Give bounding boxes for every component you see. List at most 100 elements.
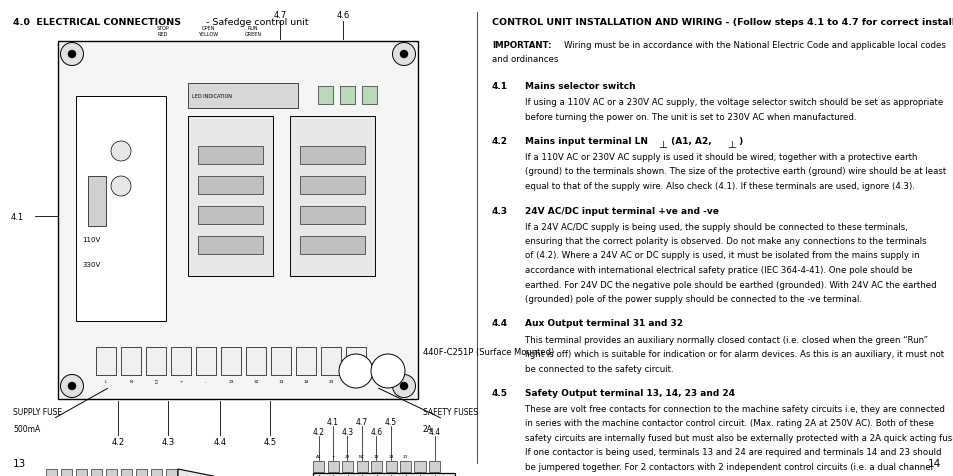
- Bar: [166, 469, 177, 476]
- Bar: [61, 469, 71, 476]
- Bar: [327, 461, 338, 472]
- Circle shape: [392, 375, 416, 397]
- Text: 4.2: 4.2: [492, 137, 507, 146]
- Bar: [188, 84, 297, 109]
- Text: light is off) which is suitable for indication or for alarm devices. As this is : light is off) which is suitable for indi…: [524, 349, 943, 358]
- Bar: [339, 87, 355, 105]
- Text: 4.7: 4.7: [274, 11, 286, 20]
- Text: 4.1: 4.1: [11, 212, 24, 221]
- Bar: [136, 469, 147, 476]
- Text: 4.2: 4.2: [112, 437, 125, 446]
- Bar: [361, 87, 376, 105]
- Bar: [198, 237, 263, 255]
- Bar: [151, 469, 162, 476]
- Bar: [76, 469, 87, 476]
- Text: 110V: 110V: [82, 237, 100, 242]
- Text: Safety Output terminal 13, 14, 23 and 24: Safety Output terminal 13, 14, 23 and 24: [524, 388, 734, 397]
- Bar: [46, 469, 57, 476]
- Bar: [313, 461, 324, 472]
- Bar: [313, 473, 455, 476]
- Text: ): ): [736, 137, 743, 146]
- Circle shape: [68, 51, 76, 59]
- Bar: [198, 147, 263, 165]
- Text: 4.5: 4.5: [263, 437, 276, 446]
- Bar: [317, 87, 333, 105]
- Text: These are volt free contacts for connection to the machine safety circuits i.e, : These are volt free contacts for connect…: [524, 404, 943, 413]
- Text: 4.6: 4.6: [336, 11, 349, 20]
- Text: 4.7: 4.7: [355, 417, 368, 426]
- Text: $\bot$: $\bot$: [656, 138, 668, 149]
- Text: (ground) to the terminals shown. The size of the protective earth (ground) wire : (ground) to the terminals shown. The siz…: [524, 167, 945, 176]
- Text: A1: A1: [315, 454, 321, 458]
- Text: 4.4: 4.4: [492, 319, 508, 328]
- Bar: [91, 469, 102, 476]
- Bar: [58, 42, 417, 399]
- Bar: [290, 117, 375, 277]
- Circle shape: [399, 382, 408, 390]
- Polygon shape: [178, 469, 237, 476]
- Bar: [299, 147, 365, 165]
- Text: +: +: [331, 454, 335, 458]
- Text: 4.1: 4.1: [492, 82, 507, 91]
- Circle shape: [392, 43, 416, 66]
- Text: 4.3: 4.3: [161, 437, 174, 446]
- Text: 23: 23: [328, 379, 334, 383]
- Text: 4.0  ELECTRICAL CONNECTIONS: 4.0 ELECTRICAL CONNECTIONS: [13, 18, 181, 27]
- Text: 2A: 2A: [422, 424, 433, 433]
- Circle shape: [60, 43, 84, 66]
- Text: 23: 23: [344, 454, 350, 458]
- Text: This terminal provides an auxiliary normally closed contact (i.e. closed when th: This terminal provides an auxiliary norm…: [524, 335, 927, 344]
- Bar: [121, 347, 141, 375]
- Circle shape: [371, 354, 405, 388]
- Bar: [341, 461, 353, 472]
- Text: If a 24V AC/DC supply is being used, the supply should be connected to these ter: If a 24V AC/DC supply is being used, the…: [524, 222, 907, 231]
- Text: Mains input terminal LN: Mains input terminal LN: [524, 137, 647, 146]
- Text: 13: 13: [374, 454, 379, 458]
- Text: in series with the machine contactor control circuit. (Max. rating 2A at 250V AC: in series with the machine contactor con…: [524, 418, 933, 427]
- Text: of (4.2). Where a 24V AC or DC supply is used, it must be isolated from the main: of (4.2). Where a 24V AC or DC supply is…: [524, 251, 919, 260]
- Bar: [96, 347, 116, 375]
- Bar: [188, 117, 273, 277]
- Text: 23: 23: [228, 379, 233, 383]
- Bar: [88, 177, 106, 227]
- Circle shape: [399, 51, 408, 59]
- Circle shape: [60, 375, 84, 397]
- Text: 24: 24: [353, 379, 358, 383]
- Text: 4.6: 4.6: [370, 427, 382, 436]
- Text: RUN
GREEN: RUN GREEN: [244, 26, 261, 37]
- Bar: [299, 177, 365, 195]
- Text: L: L: [105, 379, 107, 383]
- Bar: [271, 347, 291, 375]
- Text: 13: 13: [278, 379, 283, 383]
- Text: 14: 14: [926, 458, 940, 468]
- Text: 14: 14: [303, 379, 309, 383]
- Text: 4.5: 4.5: [384, 417, 396, 426]
- Text: 23: 23: [388, 454, 394, 458]
- Text: ⏚: ⏚: [154, 379, 157, 383]
- Text: 4.4: 4.4: [428, 427, 440, 436]
- Bar: [320, 347, 340, 375]
- Circle shape: [68, 382, 76, 390]
- Bar: [246, 347, 266, 375]
- Bar: [295, 347, 315, 375]
- Text: 4.5: 4.5: [492, 388, 507, 397]
- Bar: [299, 207, 365, 225]
- Bar: [198, 207, 263, 225]
- Text: SUPPLY FUSE: SUPPLY FUSE: [13, 407, 62, 416]
- Circle shape: [338, 354, 373, 388]
- Bar: [299, 237, 365, 255]
- Bar: [76, 97, 166, 321]
- Text: earthed. For 24V DC the negative pole should be earthed (grounded). With 24V AC : earthed. For 24V DC the negative pole sh…: [524, 280, 936, 289]
- Text: Mains selector switch: Mains selector switch: [524, 82, 635, 91]
- Text: If a 110V AC or 230V AC supply is used it should be wired, together with a prote: If a 110V AC or 230V AC supply is used i…: [524, 153, 917, 162]
- Text: NC: NC: [358, 454, 365, 458]
- Text: SAFETY FUSES: SAFETY FUSES: [422, 407, 477, 416]
- Text: and ordinances: and ordinances: [492, 55, 558, 64]
- Text: equal to that of the supply wire. Also check (4.1). If these terminals are used,: equal to that of the supply wire. Also c…: [524, 182, 914, 190]
- Text: +: +: [179, 379, 183, 383]
- Text: 21: 21: [402, 454, 408, 458]
- Bar: [221, 347, 241, 375]
- Text: 4.3: 4.3: [492, 206, 507, 215]
- Text: ensuring that the correct polarity is observed. Do not make any connections to t: ensuring that the correct polarity is ob…: [524, 237, 925, 246]
- Text: Aux Output terminal 31 and 32: Aux Output terminal 31 and 32: [524, 319, 682, 328]
